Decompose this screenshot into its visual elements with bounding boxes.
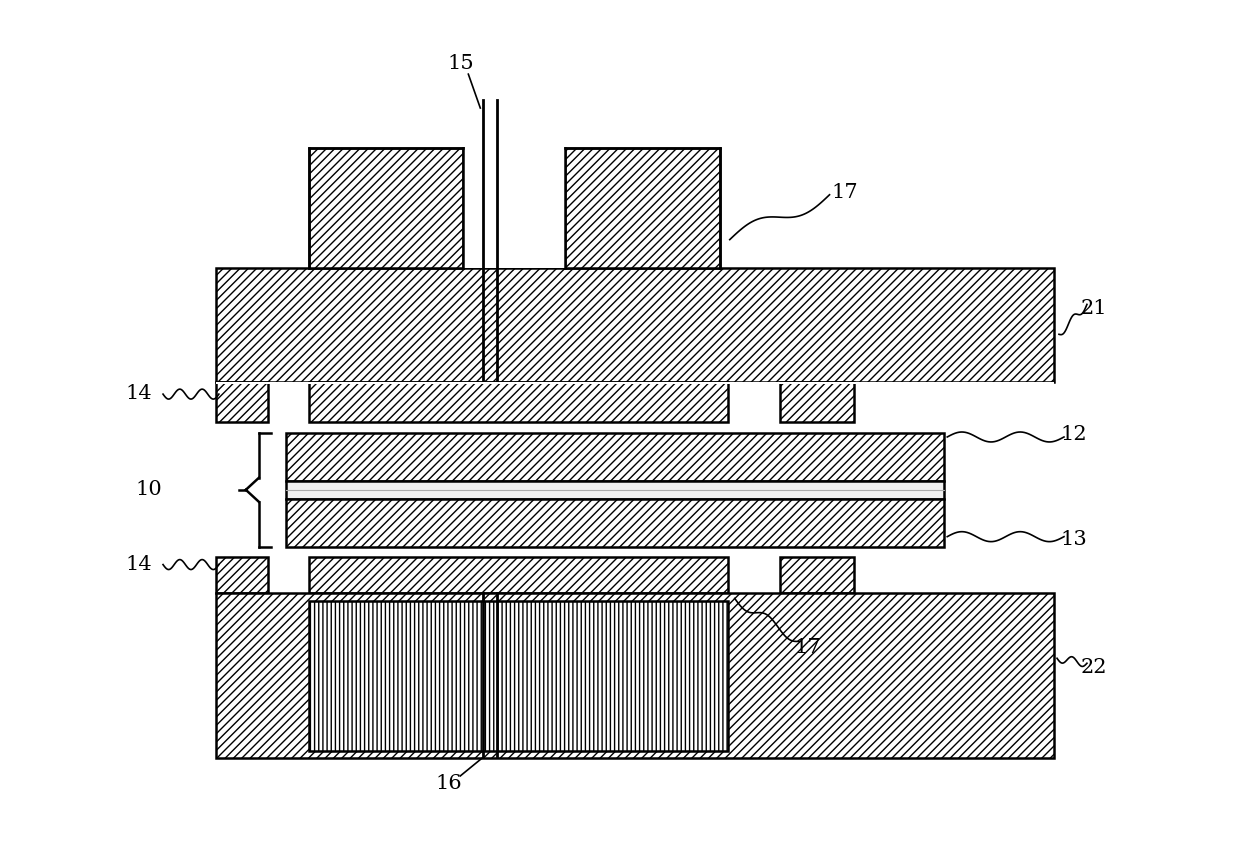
Bar [309,382,727,423]
Text: 14: 14 [126,554,152,573]
Bar [779,382,855,423]
Bar [216,269,1053,382]
Bar [309,149,463,269]
Text: 21: 21 [1081,299,1108,318]
Bar [285,481,945,499]
Bar [216,557,268,594]
Bar [216,594,1053,758]
Bar [216,382,1053,385]
Text: 22: 22 [1081,657,1107,676]
Bar [309,557,727,594]
Bar [309,602,727,751]
Bar [309,602,727,751]
Text: 16: 16 [435,773,462,792]
Text: 12: 12 [1061,425,1087,444]
Bar [463,149,566,269]
Bar [285,433,945,481]
Text: 17: 17 [831,183,858,202]
Bar [216,382,268,423]
Bar [779,557,855,594]
Bar [566,149,720,269]
Text: 13: 13 [1061,530,1087,548]
Text: 15: 15 [447,53,474,72]
Bar [309,602,727,751]
Text: 10: 10 [136,480,163,499]
Bar [285,499,945,547]
Text: 14: 14 [126,383,152,402]
Text: 17: 17 [794,637,821,656]
